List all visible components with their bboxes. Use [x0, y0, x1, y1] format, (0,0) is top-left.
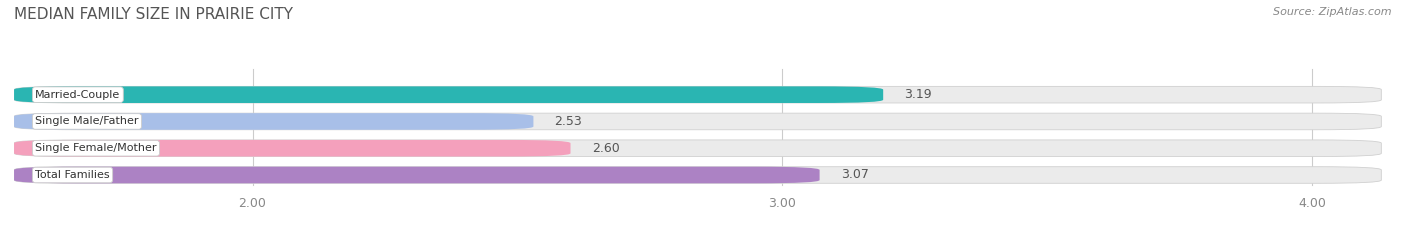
Text: Single Male/Father: Single Male/Father: [35, 116, 139, 127]
Text: Married-Couple: Married-Couple: [35, 90, 121, 100]
FancyBboxPatch shape: [14, 113, 533, 130]
FancyBboxPatch shape: [14, 167, 820, 183]
Text: MEDIAN FAMILY SIZE IN PRAIRIE CITY: MEDIAN FAMILY SIZE IN PRAIRIE CITY: [14, 7, 292, 22]
Text: 2.60: 2.60: [592, 142, 620, 155]
FancyBboxPatch shape: [14, 140, 571, 157]
Text: Single Female/Mother: Single Female/Mother: [35, 143, 156, 153]
FancyBboxPatch shape: [14, 86, 883, 103]
Text: 2.53: 2.53: [554, 115, 582, 128]
Text: Source: ZipAtlas.com: Source: ZipAtlas.com: [1274, 7, 1392, 17]
Text: 3.19: 3.19: [904, 88, 932, 101]
FancyBboxPatch shape: [14, 140, 1381, 157]
FancyBboxPatch shape: [14, 113, 1381, 130]
FancyBboxPatch shape: [14, 86, 1381, 103]
Text: 3.07: 3.07: [841, 168, 869, 182]
FancyBboxPatch shape: [14, 167, 1381, 183]
Text: Total Families: Total Families: [35, 170, 110, 180]
